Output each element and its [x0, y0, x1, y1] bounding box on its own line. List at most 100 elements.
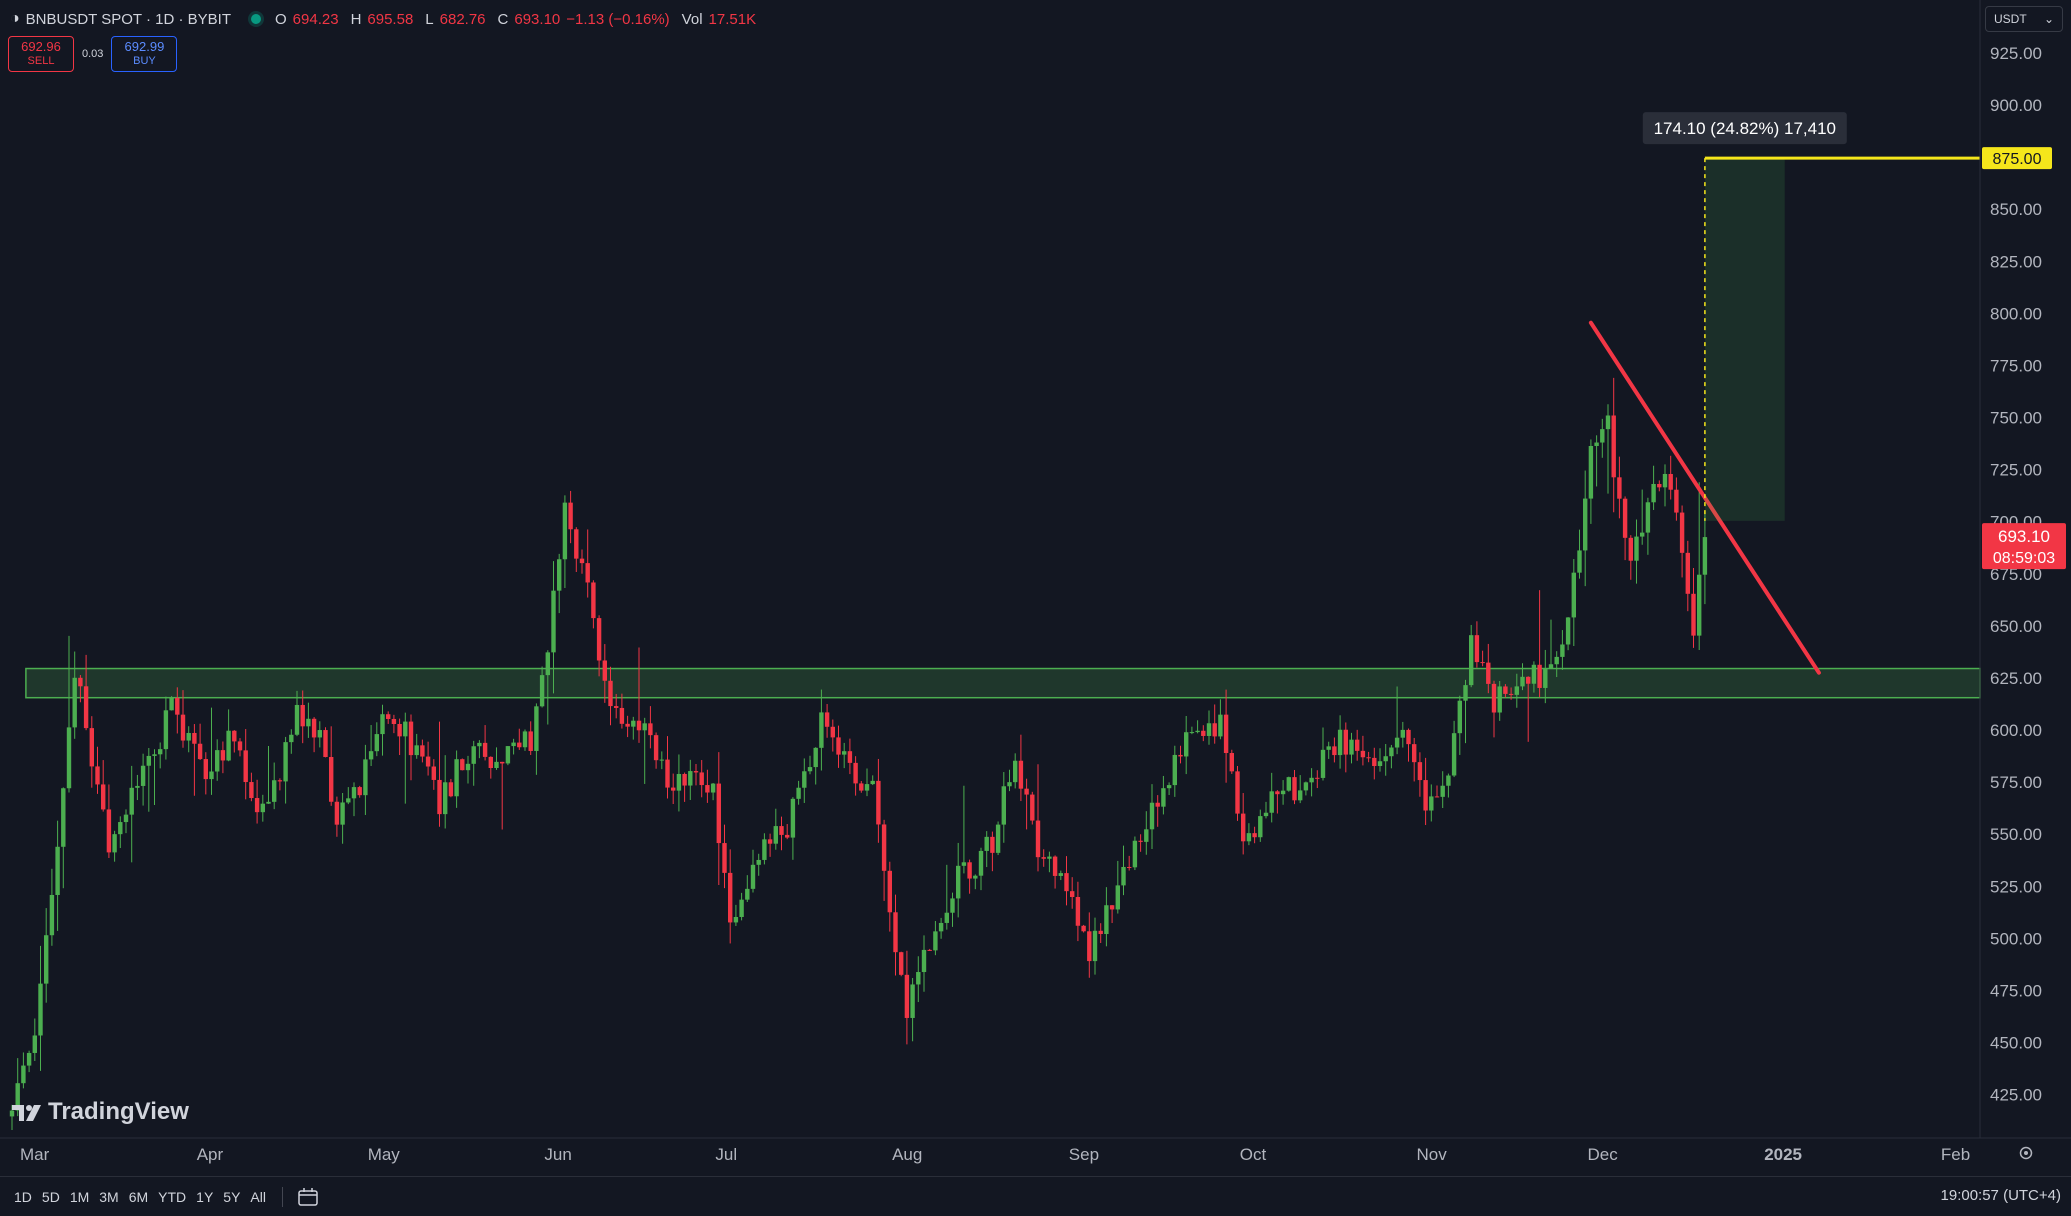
candle	[762, 833, 767, 865]
candle	[853, 756, 858, 796]
candle	[933, 920, 938, 956]
measure-box[interactable]	[1704, 158, 1785, 521]
candle	[266, 745, 271, 804]
candle	[733, 904, 739, 926]
price-tick-label: 925.00	[1990, 44, 2042, 63]
candle	[21, 1052, 26, 1089]
candle	[950, 892, 955, 927]
candle	[1235, 765, 1240, 821]
clock[interactable]: 19:00:57 (UTC+4)	[1940, 1187, 2061, 1204]
candle	[403, 712, 408, 804]
candle	[32, 1018, 37, 1062]
candle	[1355, 729, 1360, 761]
measure-label-box	[1642, 112, 1847, 145]
candle	[1697, 482, 1702, 651]
candle	[477, 740, 482, 759]
candle	[1548, 619, 1554, 669]
candle	[1531, 661, 1537, 693]
candle	[819, 689, 824, 771]
candle	[380, 704, 385, 756]
candle	[101, 760, 106, 812]
candle	[693, 764, 699, 786]
candle	[1491, 680, 1497, 738]
candle	[944, 864, 949, 930]
candle	[1098, 923, 1103, 944]
candle	[1013, 753, 1018, 789]
candle	[1383, 743, 1388, 776]
candle	[995, 821, 1001, 856]
settings-gear-icon[interactable]	[2018, 1145, 2034, 1161]
candle	[1645, 497, 1651, 555]
symbol-title[interactable]: BNBUSDT SPOT · 1D · BYBIT	[25, 10, 231, 28]
support-zone[interactable]	[25, 667, 1981, 699]
candle	[112, 830, 117, 862]
candle	[978, 847, 984, 891]
candle	[505, 746, 511, 766]
candle	[106, 784, 112, 858]
candle	[1058, 870, 1063, 881]
candle	[967, 859, 972, 894]
candle	[169, 696, 174, 711]
candle	[1628, 535, 1633, 580]
candle	[1178, 745, 1183, 764]
sell-button[interactable]: 692.96 SELL	[8, 36, 74, 72]
candle	[1144, 811, 1149, 855]
candle	[500, 761, 505, 830]
price-tick-label: 825.00	[1990, 252, 2042, 271]
candle	[568, 490, 573, 544]
candle	[847, 738, 853, 775]
price-tick-label: 450.00	[1990, 1034, 2042, 1053]
volume-value: 17.51K	[708, 10, 757, 28]
candle	[705, 769, 710, 803]
candle	[722, 824, 727, 889]
time-tick-label: Mar	[20, 1145, 50, 1164]
candle	[1406, 728, 1411, 762]
candle	[1622, 496, 1628, 561]
candle	[215, 739, 220, 781]
candle	[539, 666, 545, 708]
candle	[1206, 710, 1212, 745]
candle	[123, 809, 129, 834]
candle	[1691, 568, 1696, 648]
range-1m[interactable]: 1M	[69, 1188, 90, 1205]
range-3m[interactable]: 3M	[99, 1188, 119, 1205]
candle	[653, 732, 659, 769]
currency-select[interactable]: USDT ⌄	[1985, 6, 2063, 32]
candle	[1024, 778, 1029, 830]
drawings-layer: 174.10 (24.82%) 17,410	[1588, 112, 1980, 675]
candle	[1320, 727, 1326, 781]
candle	[517, 728, 522, 750]
candle	[716, 752, 721, 885]
candle	[340, 793, 345, 844]
candle	[1583, 470, 1588, 587]
candle	[306, 702, 311, 738]
candle	[745, 875, 750, 902]
range-1y[interactable]: 1Y	[196, 1188, 214, 1205]
calendar-icon[interactable]	[297, 1187, 319, 1207]
range-5y[interactable]: 5Y	[223, 1188, 241, 1205]
candle	[1372, 747, 1377, 780]
range-5d[interactable]: 5D	[41, 1188, 60, 1205]
candle	[870, 775, 875, 786]
range-ytd[interactable]: YTD	[158, 1188, 187, 1205]
candle	[887, 861, 892, 932]
candle	[973, 874, 978, 890]
candle	[574, 527, 579, 573]
candle	[158, 742, 163, 769]
time-axis[interactable]: Mar Apr May Jun Jul Aug Sep Oct Nov Dec 2025 Feb	[0, 1137, 2071, 1164]
range-1d[interactable]: 1D	[14, 1188, 32, 1205]
candle	[1132, 836, 1138, 871]
time-tick-label: Nov	[1417, 1145, 1448, 1164]
candle	[511, 738, 516, 755]
candle	[465, 755, 471, 784]
range-all[interactable]: All	[250, 1188, 266, 1205]
spread-value: 0.03	[82, 48, 104, 60]
price-axis[interactable]: 925.00 900.00 875.00 850.00 825.00 800.00 775.…	[1979, 0, 2066, 1138]
candle	[78, 675, 83, 703]
candle	[585, 529, 590, 598]
range-6m[interactable]: 6M	[128, 1188, 149, 1205]
candle	[494, 747, 499, 770]
buy-button[interactable]: 692.99 BUY	[111, 36, 178, 72]
high-value: 695.58	[367, 10, 414, 28]
